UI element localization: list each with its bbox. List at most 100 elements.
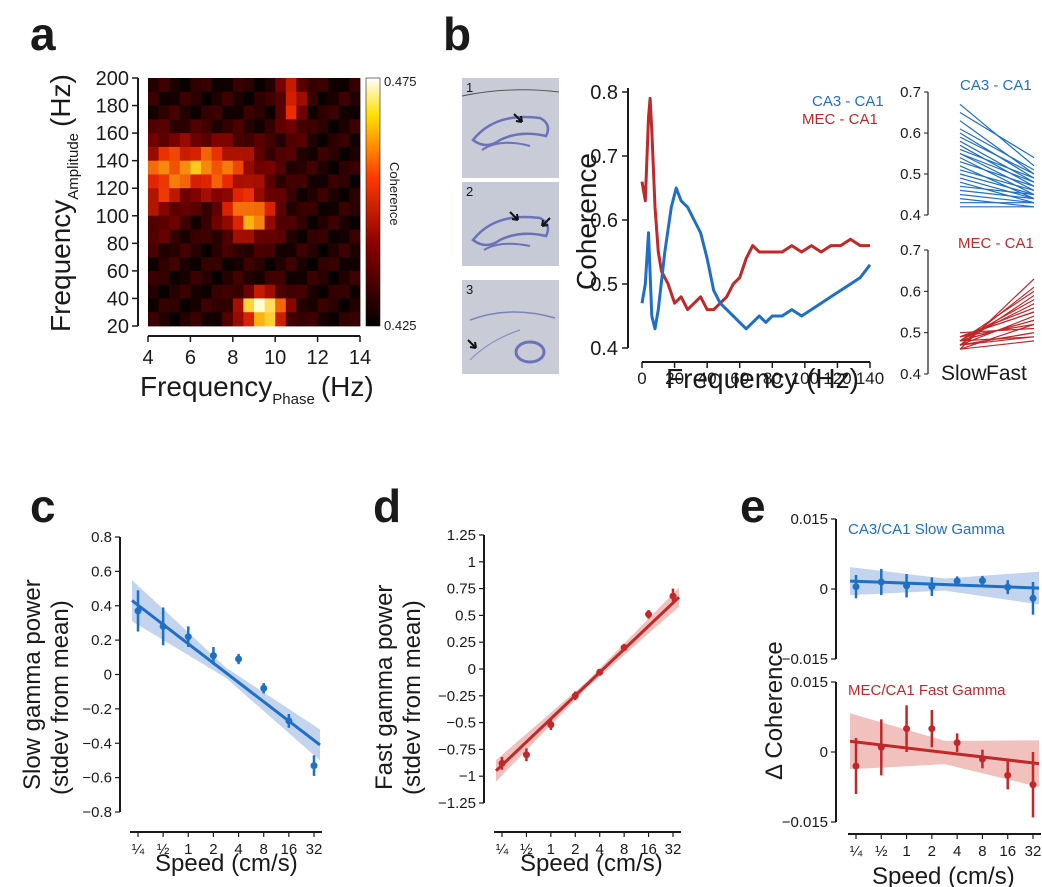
heatmap-cell bbox=[349, 312, 361, 327]
heatmap-cell bbox=[211, 78, 223, 93]
heatmap-cell bbox=[148, 174, 159, 189]
heatmap-cell bbox=[148, 202, 159, 217]
x-tick-label: 6 bbox=[185, 347, 196, 369]
y-tick-label: 80 bbox=[107, 233, 129, 255]
heatmap-cell bbox=[264, 188, 276, 203]
heatmap-cell bbox=[307, 146, 318, 162]
x-tick-label: 4 bbox=[953, 843, 961, 860]
data-point bbox=[498, 759, 506, 767]
heatmap-cell bbox=[338, 133, 350, 148]
heatmap-cell bbox=[328, 188, 340, 203]
heatmap-cell bbox=[222, 270, 234, 286]
heatmap-cell bbox=[243, 298, 255, 313]
heatmap-cell bbox=[211, 202, 223, 217]
heatmap-cell bbox=[232, 298, 244, 313]
heatmap-cell bbox=[158, 312, 170, 327]
x-tick-label: 16 bbox=[281, 841, 298, 858]
heatmap-cell bbox=[275, 160, 287, 175]
panel-b-lines bbox=[640, 96, 872, 331]
legend-ca3-ca1: CA3 - CA1 bbox=[812, 93, 884, 110]
panel-label-c: c bbox=[30, 480, 56, 532]
arrow-icon bbox=[513, 113, 523, 123]
panel-a-x-ticks: 4 6 8 10 12 14 bbox=[142, 336, 371, 369]
arrow-icon bbox=[467, 339, 477, 349]
heatmap-cell bbox=[307, 133, 318, 148]
heatmap-cell bbox=[285, 229, 297, 244]
heatmap-cell bbox=[264, 91, 276, 106]
heatmap-cell bbox=[264, 229, 276, 244]
heatmap-cell bbox=[275, 174, 287, 189]
heatmap-cell bbox=[190, 133, 202, 148]
y-tick-label: 0.5 bbox=[590, 274, 618, 296]
arrow-icon bbox=[541, 217, 551, 227]
heatmap-cell bbox=[264, 119, 276, 134]
heatmap-cell bbox=[338, 243, 350, 258]
heatmap-cell bbox=[179, 243, 191, 258]
heatmap-cell bbox=[211, 174, 223, 189]
heatmap-cell bbox=[222, 146, 234, 162]
heatmap-cell bbox=[307, 298, 318, 313]
panel-d-ylabel-1: Fast gamma power bbox=[371, 585, 398, 790]
heatmap-cell bbox=[243, 174, 255, 189]
heatmap-cell bbox=[222, 215, 234, 230]
heatmap-cell bbox=[201, 188, 212, 203]
inset-line-ca3 bbox=[959, 193, 1035, 204]
heatmap-cell bbox=[264, 312, 276, 327]
y-tick-label: 0 bbox=[468, 661, 476, 678]
heatmap-cell bbox=[211, 270, 223, 286]
heatmap-cell bbox=[338, 270, 350, 286]
y-tick-label: −0.015 bbox=[782, 651, 828, 668]
heatmap-cell bbox=[148, 215, 159, 230]
heatmap-cell bbox=[275, 257, 287, 272]
x-tick-label: 100 bbox=[791, 369, 819, 388]
heatmap-cell bbox=[169, 91, 181, 106]
heatmap-cell bbox=[307, 105, 318, 120]
heatmap-cell bbox=[148, 78, 159, 93]
data-point bbox=[571, 692, 579, 700]
heatmap-cell bbox=[349, 270, 361, 286]
heatmap-cell bbox=[190, 243, 202, 258]
heatmap-cell bbox=[243, 312, 255, 327]
heatmap-cell bbox=[296, 133, 308, 148]
data-point bbox=[852, 762, 860, 770]
y-tick-label: 140 bbox=[96, 151, 129, 173]
heatmap-cell bbox=[169, 105, 181, 120]
heatmap-cell bbox=[179, 160, 191, 175]
heatmap-cell bbox=[148, 284, 159, 299]
heatmap-cell bbox=[190, 202, 202, 217]
heatmap-cell bbox=[285, 119, 297, 134]
heatmap-cell bbox=[179, 312, 191, 327]
heatmap-cell bbox=[254, 133, 265, 148]
histology-number-2: 2 bbox=[466, 184, 473, 199]
x-tick-label: 40 bbox=[698, 369, 717, 388]
heatmap-cell bbox=[254, 202, 265, 217]
heatmap-cell bbox=[264, 174, 276, 189]
y-tick-label: 0.015 bbox=[790, 511, 828, 528]
heatmap-cell bbox=[328, 146, 340, 162]
data-point bbox=[522, 751, 530, 759]
data-point bbox=[620, 644, 628, 652]
x-tick-label: 0 bbox=[637, 369, 646, 388]
heatmap-cell bbox=[179, 174, 191, 189]
heatmap-cell bbox=[158, 188, 170, 203]
heatmap-cell bbox=[232, 312, 244, 327]
heatmap-cell bbox=[169, 298, 181, 313]
heatmap-cell bbox=[190, 146, 202, 162]
heatmap-cell bbox=[254, 215, 265, 230]
data-point bbox=[852, 583, 860, 591]
heatmap-cell bbox=[190, 174, 202, 189]
inset-line-ca3 bbox=[959, 177, 1035, 200]
panel-label-e: e bbox=[740, 480, 766, 532]
x-tick-label: ¼ bbox=[496, 841, 509, 858]
heatmap-cell bbox=[317, 243, 329, 258]
data-point bbox=[1029, 781, 1037, 789]
x-tick-label: 32 bbox=[665, 841, 682, 858]
heatmap-cell bbox=[148, 312, 159, 327]
heatmap-cell bbox=[158, 91, 170, 106]
x-tick-label: 1 bbox=[547, 841, 555, 858]
heatmap-cell bbox=[317, 312, 329, 327]
x-tick-label: 8 bbox=[260, 841, 268, 858]
heatmap-cell bbox=[232, 119, 244, 134]
heatmap-cell bbox=[296, 188, 308, 203]
heatmap-cell bbox=[275, 215, 287, 230]
